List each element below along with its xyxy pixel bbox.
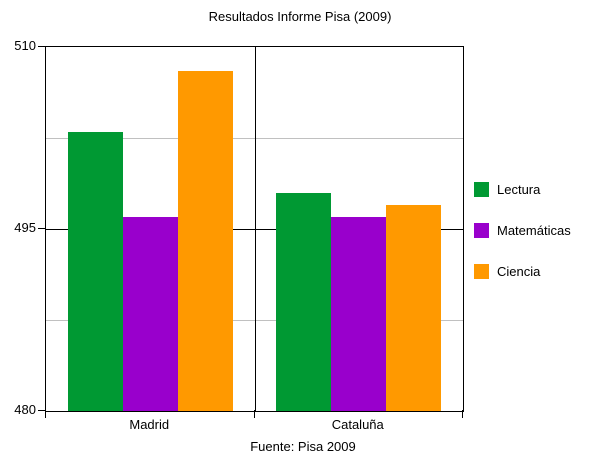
- bar-cataluna-matematicas: [331, 216, 387, 411]
- plot-area: [45, 46, 464, 412]
- bar-madrid-matematicas: [122, 216, 178, 411]
- x-tick-mark: [45, 410, 46, 418]
- y-tick-label: 480: [14, 402, 36, 417]
- x-tick-mark: [462, 410, 463, 418]
- lectura-swatch: [474, 182, 489, 197]
- legend-label-ciencia: Ciencia: [497, 264, 541, 279]
- category-label-madrid: Madrid: [129, 417, 170, 432]
- bar-cataluna-lectura: [276, 192, 332, 411]
- y-tick-mark: [38, 46, 46, 47]
- y-tick-mark: [38, 228, 46, 229]
- category-divider: [254, 47, 256, 411]
- legend-label-lectura: Lectura: [497, 182, 541, 197]
- y-tick-mark: [38, 410, 46, 411]
- x-tick-mark: [253, 410, 255, 418]
- legend-label-matematicas: Matemáticas: [497, 223, 571, 238]
- source-caption: Fuente: Pisa 2009: [250, 439, 356, 454]
- ciencia-swatch: [474, 264, 489, 279]
- bar-madrid-ciencia: [177, 71, 233, 411]
- chart-title: Resultados Informe Pisa (2009): [208, 9, 392, 24]
- bar-madrid-lectura: [67, 131, 123, 411]
- y-tick-label: 495: [14, 220, 36, 235]
- matematicas-swatch: [474, 223, 489, 238]
- bar-cataluna-ciencia: [386, 204, 442, 411]
- category-label-cataluna: Cataluña: [331, 417, 384, 432]
- y-tick-label: 510: [14, 38, 36, 53]
